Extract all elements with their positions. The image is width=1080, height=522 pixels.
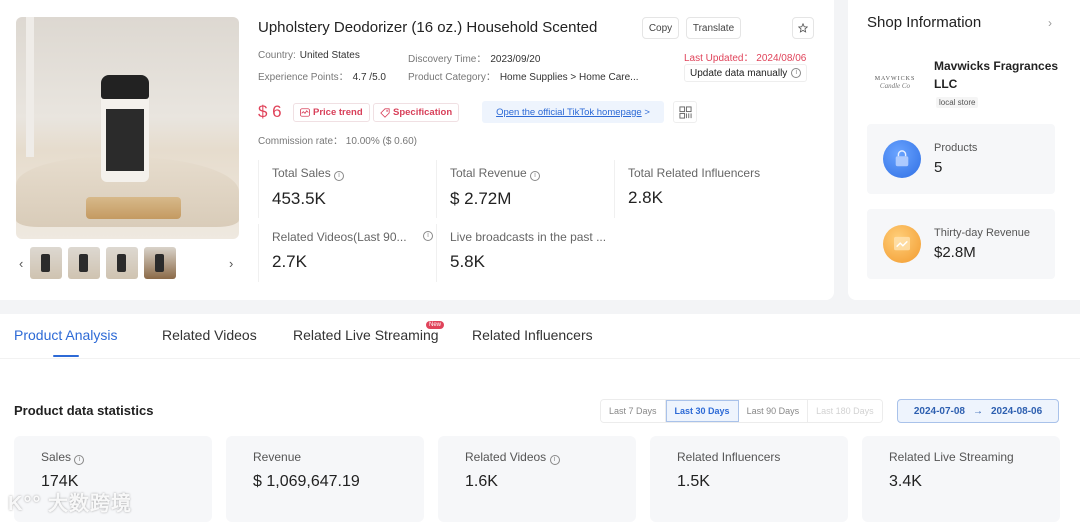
range-last-30-days[interactable]: Last 30 Days (665, 400, 739, 422)
info-icon[interactable]: i (549, 455, 560, 465)
metric-related-videos: Related Videos i 1.6K (438, 436, 636, 522)
tab-related-live-streaming[interactable]: Related Live Streaming (293, 327, 439, 343)
range-last-7-days[interactable]: Last 7 Days (601, 400, 666, 422)
stat-related-videos: Related Videos(Last 90... i 2.7K (272, 230, 434, 272)
metric-related-live-streaming: Related Live Streaming 3.4K (862, 436, 1060, 522)
specification-button[interactable]: Specification (373, 103, 460, 122)
metric-revenue: Revenue $ 1,069,647.19 (226, 436, 424, 522)
tab-related-videos[interactable]: Related Videos (162, 327, 257, 343)
favorite-star-button[interactable] (792, 17, 814, 39)
experience-points-field: Experience Points： 4.7 /5.0 (258, 72, 386, 83)
shop-information-card: Shop Information › MAVWICKS Candle Co Ma… (848, 0, 1080, 300)
shop-name[interactable]: Mavwicks Fragrances LLC (934, 59, 1059, 91)
product-title: Upholstery Deodorizer (16 oz.) Household… (258, 19, 598, 36)
shop-type-tag: local store (936, 97, 979, 108)
arrow-right-icon: → (973, 405, 983, 417)
price-trend-button[interactable]: Price trend (293, 103, 370, 122)
translate-button[interactable]: Translate (686, 17, 741, 39)
stat-total-sales: Total Sales i 453.5K (272, 166, 345, 209)
date-range-picker[interactable]: 2024-07-08 → 2024-08-06 (897, 399, 1059, 423)
info-icon[interactable]: i (423, 231, 433, 241)
new-badge: New (426, 321, 445, 329)
shop-logo[interactable]: MAVWICKS Candle Co (868, 55, 922, 110)
date-end: 2024-08-06 (991, 405, 1043, 417)
tiktok-homepage-link[interactable]: Open the official TikTok homepage > (482, 101, 664, 123)
chevron-right-icon[interactable]: › (1048, 16, 1052, 30)
metric-related-influencers: Related Influencers 1.5K (650, 436, 848, 522)
watermark-logo-icon: K°° (8, 493, 48, 515)
country-field: Country: United States (258, 50, 360, 61)
product-thumbnail[interactable] (30, 247, 62, 279)
shop-info-title: Shop Information (867, 14, 982, 31)
copy-button[interactable]: Copy (642, 17, 679, 39)
update-data-button[interactable]: Update data manually i (684, 64, 808, 82)
shop-products-box: Products 5 (867, 124, 1055, 194)
info-icon[interactable]: i (530, 171, 541, 181)
star-icon (798, 23, 808, 33)
tab-product-analysis[interactable]: Product Analysis (14, 327, 118, 343)
stat-total-revenue: Total Revenue i $ 2.72M (450, 166, 541, 209)
section-title: Product data statistics (14, 403, 154, 418)
watermark: K°° 大数跨境 (8, 493, 132, 515)
gallery-next-button[interactable]: › (229, 256, 234, 271)
trend-chart-icon (883, 225, 921, 263)
product-main-image[interactable] (16, 17, 239, 239)
tab-divider (0, 358, 1080, 359)
info-icon: i (791, 68, 802, 78)
info-icon[interactable]: i (74, 455, 85, 465)
commission-rate: Commission rate： 10.00% ($ 0.60) (258, 136, 417, 147)
product-thumbnail[interactable] (106, 247, 138, 279)
metric-sales: Sales i 174K (14, 436, 212, 522)
qr-code-icon (678, 105, 692, 119)
range-last-90-days[interactable]: Last 90 Days (738, 400, 809, 422)
active-tab-indicator (53, 355, 79, 357)
qr-code-button[interactable] (673, 101, 697, 123)
product-category-field: Product Category： Home Supplies > Home Ca… (408, 72, 639, 83)
stat-live-broadcasts: Live broadcasts in the past ... 5.8K (450, 230, 607, 271)
gallery-prev-button[interactable]: ‹ (19, 256, 24, 271)
tag-icon (380, 107, 390, 118)
date-start: 2024-07-08 (913, 405, 965, 417)
tab-related-influencers[interactable]: Related Influencers (472, 327, 593, 343)
last-updated: Last Updated： 2024/08/06 (684, 53, 807, 64)
info-icon[interactable]: i (334, 171, 345, 181)
discovery-time-field: Discovery Time： 2023/09/20 (408, 54, 541, 65)
shopping-bag-icon (883, 140, 921, 178)
stat-total-related-influencers: Total Related Influencers 2.8K (628, 166, 761, 207)
range-last-180-days[interactable]: Last 180 Days (808, 400, 882, 422)
product-thumbnail[interactable] (68, 247, 100, 279)
product-card: ‹ › Upholstery Deodorizer (16 oz.) House… (0, 0, 834, 300)
product-price: $ 6 (258, 102, 282, 121)
product-thumbnail[interactable] (144, 247, 176, 279)
chart-icon (300, 108, 310, 117)
date-range-presets: Last 7 Days Last 30 Days Last 90 Days La… (600, 399, 883, 423)
shop-revenue-box: Thirty-day Revenue $2.8M (867, 209, 1055, 279)
analysis-panel: Product Analysis Related Videos Related … (0, 314, 1080, 522)
